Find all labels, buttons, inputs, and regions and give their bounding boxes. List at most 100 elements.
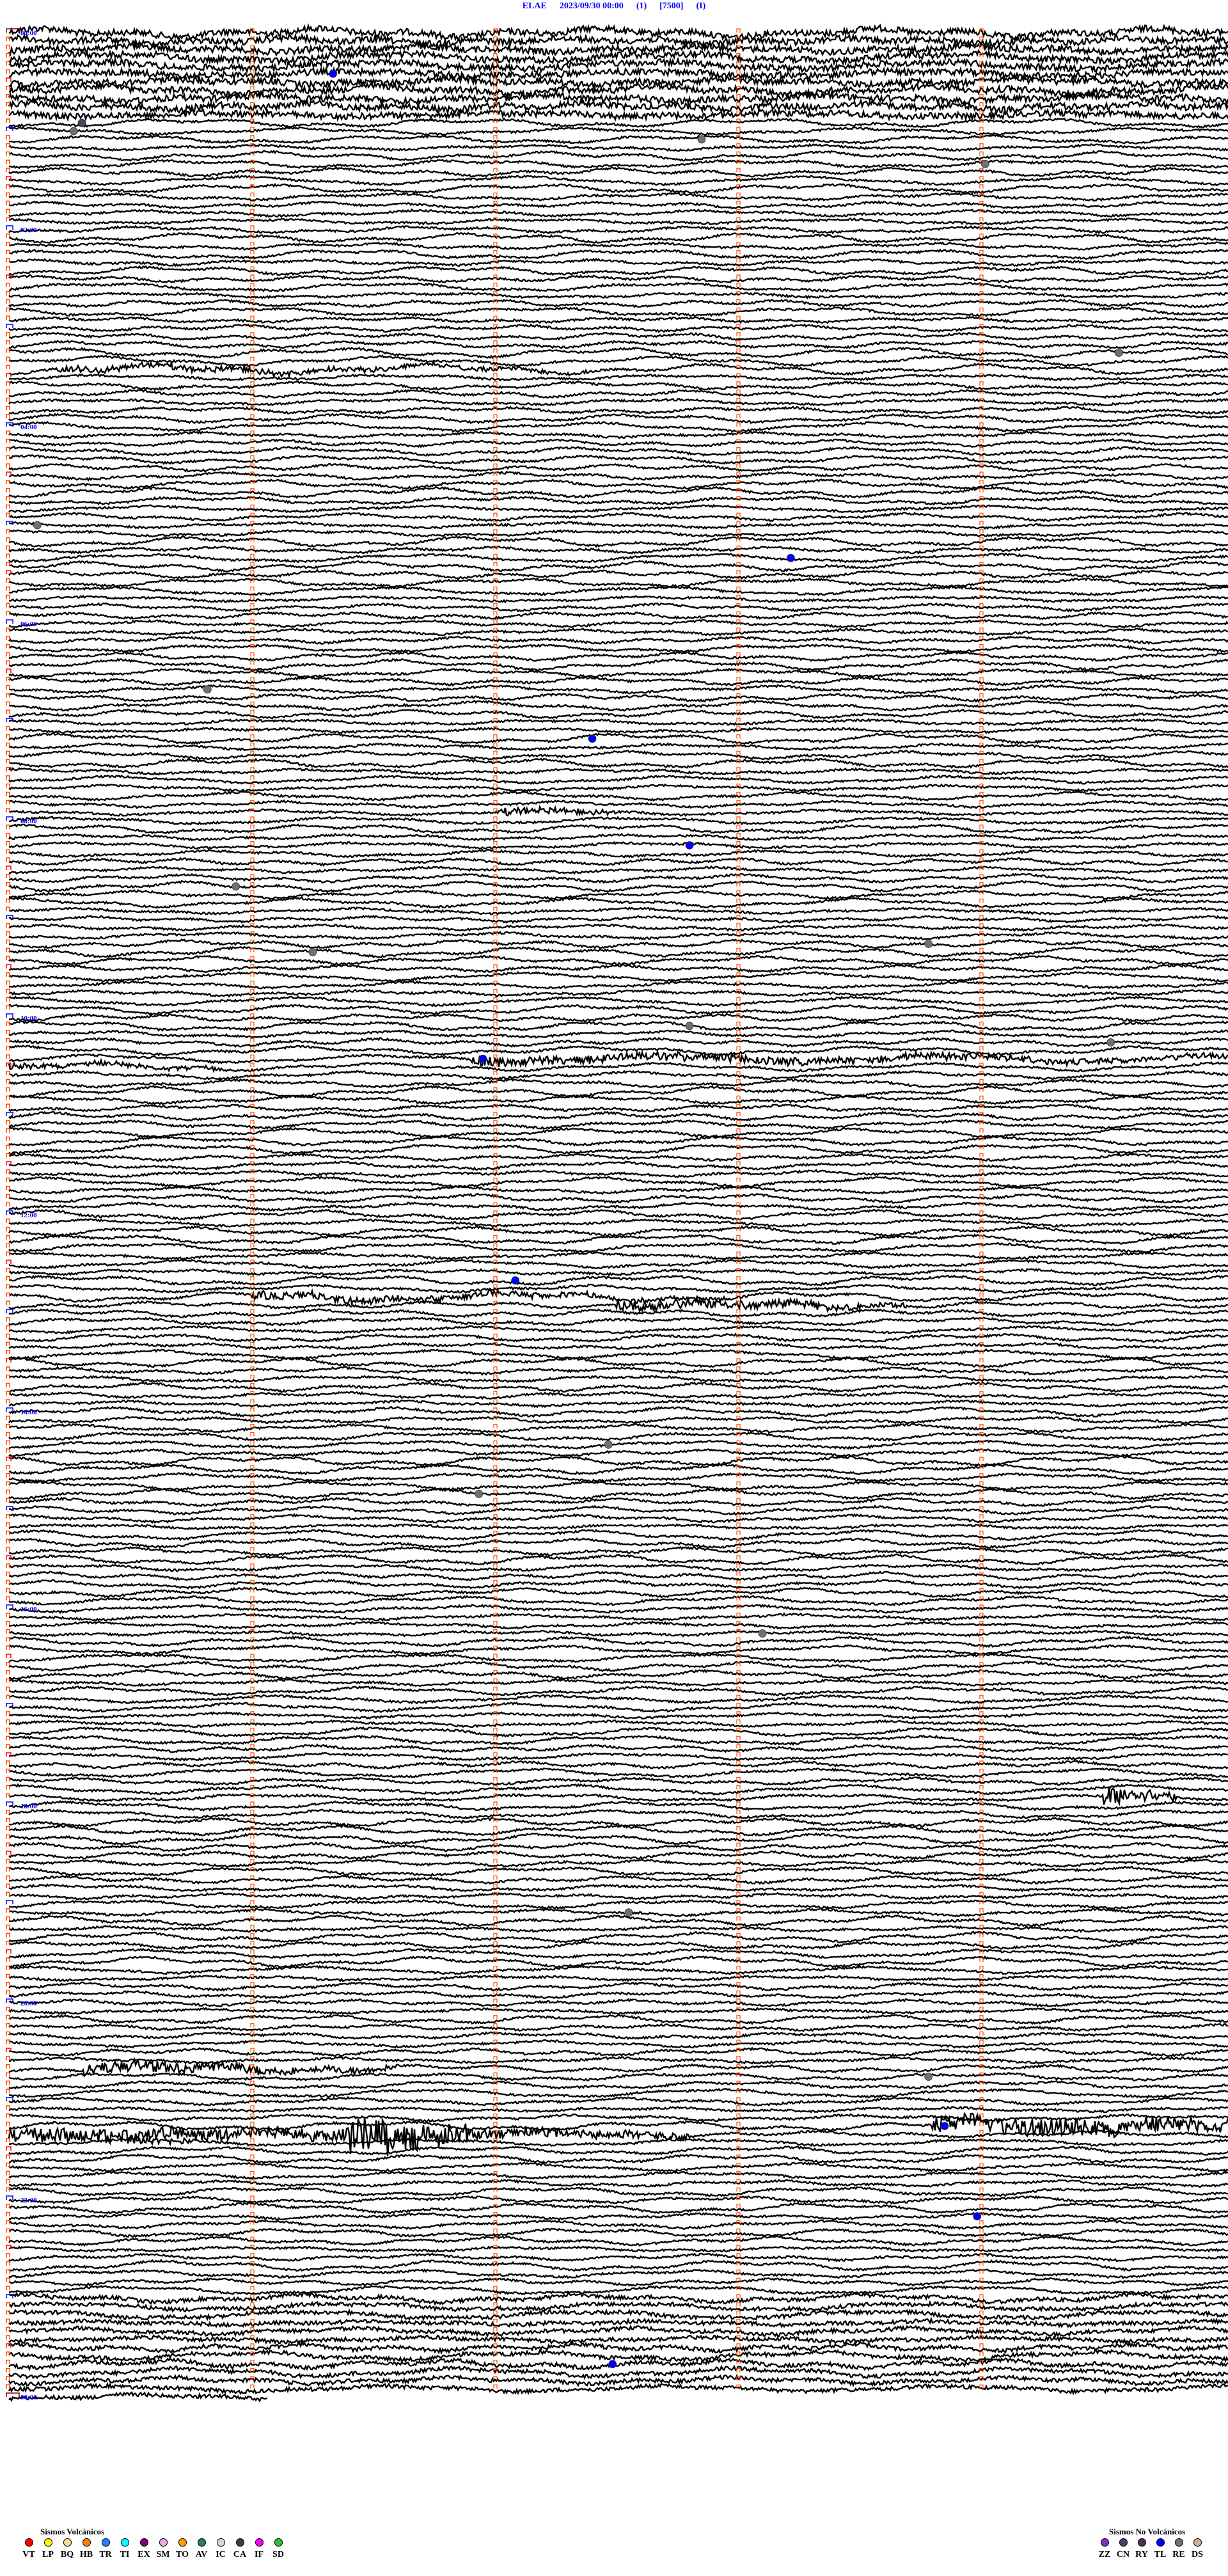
- trace: [9, 2154, 1228, 2163]
- event-marker-re[interactable]: [686, 1022, 693, 1030]
- minute-marker: [494, 2073, 497, 2077]
- trace-start-marker: [6, 603, 10, 607]
- minute-marker: [980, 127, 983, 131]
- minute-marker: [737, 1835, 740, 1838]
- minute-marker: [494, 915, 497, 919]
- trace: [9, 1170, 1228, 1177]
- event-marker-re[interactable]: [981, 160, 989, 168]
- event-marker-tl[interactable]: [973, 2213, 981, 2220]
- trace-start-marker: [6, 1071, 10, 1075]
- event-marker-tl[interactable]: [787, 554, 794, 562]
- trace-start-marker: [6, 1827, 10, 1831]
- trace-start-marker: [6, 1384, 10, 1387]
- minute-marker: [251, 1991, 254, 1995]
- hour-label: 22:00: [20, 2197, 37, 2204]
- minute-marker: [737, 275, 740, 279]
- legend-dot-icon: [102, 2538, 110, 2547]
- minute-marker: [737, 1810, 740, 1814]
- event-marker-re[interactable]: [309, 948, 317, 956]
- minute-marker: [980, 2245, 983, 2249]
- minute-marker: [494, 2327, 497, 2331]
- trace-start-marker: [6, 1991, 10, 1995]
- event-marker-re[interactable]: [698, 136, 705, 143]
- minute-marker: [737, 423, 740, 427]
- trace: [9, 629, 1228, 636]
- minute-marker: [494, 1384, 497, 1387]
- event-marker-re[interactable]: [604, 1441, 612, 1448]
- minute-marker: [980, 973, 983, 977]
- trace-start-marker: [6, 45, 10, 49]
- event-marker-re[interactable]: [1115, 349, 1122, 357]
- event-marker-tl[interactable]: [609, 2360, 617, 2368]
- trace-start-marker: [6, 1851, 11, 1855]
- event-marker-tl[interactable]: [588, 735, 596, 743]
- minute-marker: [494, 562, 497, 566]
- event-marker-tl[interactable]: [686, 842, 693, 849]
- event-marker-re[interactable]: [925, 940, 933, 948]
- trace: [9, 587, 1228, 596]
- event-marker-re[interactable]: [203, 686, 211, 693]
- minute-marker: [494, 415, 497, 418]
- minute-marker: [494, 834, 497, 837]
- legend-dot-icon: [44, 2538, 52, 2547]
- legend-label: ZZ: [1099, 2550, 1111, 2559]
- trace-start-marker: [6, 2138, 10, 2142]
- event-marker-re[interactable]: [33, 521, 41, 529]
- legend-label: AV: [196, 2550, 207, 2559]
- event-marker-tl[interactable]: [512, 1277, 519, 1284]
- minute-marker: [980, 1285, 983, 1289]
- minute-marker: [980, 1679, 983, 1683]
- trace: [9, 1565, 1228, 1572]
- trace: [9, 2335, 1228, 2344]
- trace-start-marker: [6, 513, 10, 517]
- minute-marker: [494, 990, 497, 993]
- trace: [9, 701, 1228, 711]
- minute-marker: [494, 2303, 497, 2307]
- trace-start-marker: [6, 2114, 10, 2118]
- event-marker-tl[interactable]: [479, 1055, 487, 1063]
- event-marker-tl[interactable]: [941, 2122, 949, 2130]
- minute-marker: [737, 1121, 740, 1125]
- legend-item-ic: IC: [211, 2538, 230, 2560]
- event-marker-re[interactable]: [759, 1630, 766, 1638]
- minute-marker: [737, 1744, 740, 1748]
- minute-marker: [980, 1868, 983, 1872]
- trace-start-marker: [6, 168, 10, 172]
- event-marker-re[interactable]: [625, 1909, 633, 1916]
- minute-marker: [251, 2172, 254, 2176]
- trace: [9, 620, 1228, 628]
- minute-marker: [494, 1564, 497, 1568]
- event-marker-re[interactable]: [475, 1490, 483, 1497]
- minute-marker: [251, 596, 254, 599]
- minute-marker: [980, 768, 983, 771]
- trace-start-marker: [6, 406, 10, 410]
- trace: [9, 1441, 1228, 1449]
- trace-start-marker: [6, 924, 10, 928]
- trace-start-marker: [6, 1400, 10, 1403]
- minute-marker: [494, 464, 497, 468]
- trace: [9, 2114, 1228, 2121]
- trace: [9, 1407, 1228, 1417]
- trace: [9, 1235, 1228, 1244]
- trace-start-marker: [6, 1884, 10, 1888]
- trace-start-marker: [6, 2081, 10, 2085]
- trace-start-marker: [6, 497, 10, 501]
- trace: [9, 1284, 1228, 1293]
- event-marker-re[interactable]: [1107, 1039, 1115, 1047]
- minute-marker: [980, 2040, 983, 2044]
- legend-dot-icon: [217, 2538, 225, 2547]
- event-marker-re[interactable]: [232, 883, 240, 890]
- event-marker-tl[interactable]: [329, 70, 337, 77]
- event-marker-re[interactable]: [925, 2073, 933, 2081]
- event-marker-re[interactable]: [70, 127, 77, 135]
- trace-start-marker: [6, 965, 11, 968]
- minute-marker: [737, 1695, 740, 1699]
- trace: [9, 677, 1228, 686]
- minute-marker: [737, 1556, 740, 1560]
- trace-start-marker: [6, 1695, 10, 1699]
- minute-marker: [980, 103, 983, 107]
- event-marker-cn[interactable]: [78, 119, 86, 127]
- minute-marker: [737, 1498, 740, 1502]
- trace: [9, 1818, 1228, 1827]
- legend-dot-icon: [1193, 2538, 1202, 2547]
